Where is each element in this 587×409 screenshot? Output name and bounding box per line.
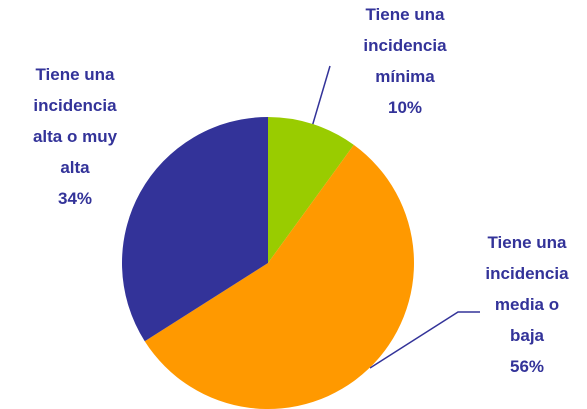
slice-label: Tiene una incidencia media o baja [485,233,569,345]
leader-line [369,311,480,369]
pie-slice [268,117,354,263]
slice-value-label: 56% [510,357,544,376]
slice-value-label: 34% [58,189,92,208]
slice-label: Tiene una incidencia mínima [363,5,447,86]
pie-slice [144,144,414,409]
pie-slice [122,117,268,342]
slice-value-label: 10% [388,98,422,117]
slice-label: Tiene una incidencia alta o muy alta [33,65,118,177]
